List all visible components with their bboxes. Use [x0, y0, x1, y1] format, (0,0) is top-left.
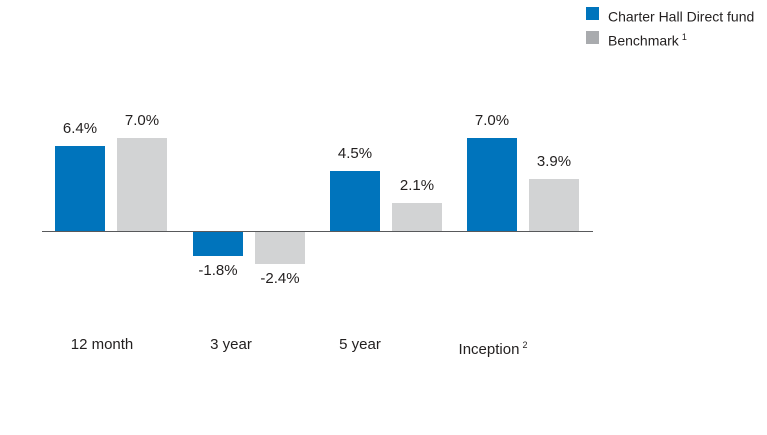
- value-label-benchmark-5-year: 2.1%: [399, 177, 435, 194]
- legend-swatch-benchmark: [586, 30, 599, 44]
- bar-benchmark-12-month: [117, 138, 167, 231]
- value-label-benchmark-3-year: -2.4%: [260, 270, 300, 287]
- chart-legend: Charter Hall Direct fund Benchmark 1: [586, 6, 757, 53]
- legend-swatch-fund: [586, 7, 599, 20]
- value-label-benchmark-12-month: 7.0%: [124, 112, 160, 129]
- category-label-inception: Inception 2: [458, 340, 528, 358]
- category-label-3-year: 3 year: [210, 336, 252, 353]
- value-label-charter-hall-direct-fund-3-year: -1.8%: [198, 262, 238, 279]
- category-label-12-month: 12 month: [70, 336, 134, 353]
- value-label-benchmark-inception: 3.9%: [536, 153, 572, 170]
- legend-superscript: 1: [681, 31, 687, 42]
- legend-item-charter-hall-direct-fund: Charter Hall Direct fund: [586, 6, 757, 25]
- category-superscript: 2: [522, 340, 528, 350]
- category-label-5-year: 5 year: [339, 336, 381, 353]
- legend-item-benchmark: Benchmark 1: [586, 30, 757, 49]
- bar-charter-hall-direct-fund-12-month: [55, 146, 105, 231]
- bar-charter-hall-direct-fund-5-year: [330, 171, 380, 231]
- bar-benchmark-3-year: [255, 232, 305, 264]
- legend-label-fund: Charter Hall Direct fund: [608, 8, 755, 25]
- value-label-charter-hall-direct-fund-inception: 7.0%: [474, 112, 510, 129]
- value-label-charter-hall-direct-fund-12-month: 6.4%: [62, 120, 98, 137]
- bar-charter-hall-direct-fund-inception: [467, 138, 517, 231]
- value-label-charter-hall-direct-fund-5-year: 4.5%: [337, 145, 373, 162]
- legend-label-benchmark: Benchmark 1: [608, 31, 687, 49]
- x-axis-baseline: [42, 231, 593, 232]
- bar-benchmark-inception: [529, 179, 579, 231]
- bar-benchmark-5-year: [392, 203, 442, 231]
- bar-charter-hall-direct-fund-3-year: [193, 232, 243, 256]
